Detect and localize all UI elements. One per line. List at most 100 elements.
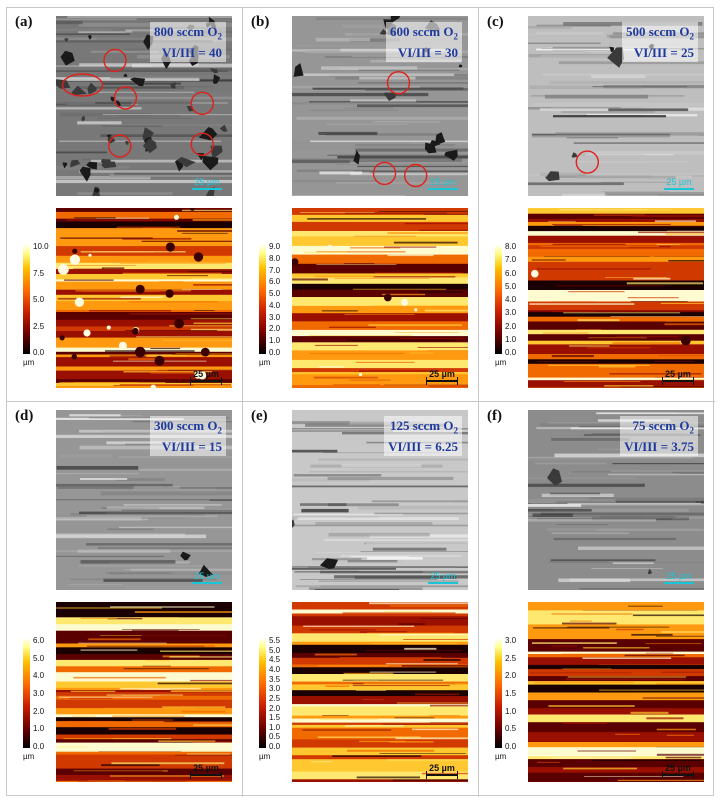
height-colorbar: 3.0 2.5 2.0 1.5 1.0 0.5 0.0 µm: [495, 636, 529, 761]
oxygen-flow: 300 sccm O: [153, 418, 218, 433]
vi-iii-ratio: VI/III = 3.75: [624, 438, 694, 454]
sem-scale-bar: 25 µm: [192, 177, 222, 190]
colorbar-tick: 0.5: [269, 732, 281, 742]
colorbar-tick: 2.0: [505, 671, 517, 681]
sem-panel: 600 sccm O2 VI/III = 30 25 µm: [292, 16, 468, 196]
colorbar-tick: 4.0: [269, 664, 281, 674]
sem-scale-label: 25 µm: [194, 177, 220, 187]
panel-label: (d): [15, 408, 34, 424]
afm-heightmap: [56, 208, 232, 388]
colorbar-tick: 1.0: [505, 334, 517, 344]
sem-image: [528, 16, 704, 196]
colorbar-tick: 5.0: [33, 295, 45, 304]
colorbar-tick: 4.0: [505, 295, 517, 304]
colorbar-tick: 6.0: [505, 268, 517, 278]
colorbar-tick: 2.5: [269, 693, 281, 703]
colorbar-tick: 0.5: [505, 724, 517, 734]
oxygen-subscript: 2: [217, 31, 223, 42]
colorbar-tick: 1.0: [505, 706, 517, 716]
oxygen-subscript: 2: [453, 31, 459, 42]
colorbar-tick: 4.5: [269, 655, 281, 665]
colorbar-unit: µm: [23, 358, 35, 367]
colorbar-tick: 8.0: [505, 242, 517, 251]
sem-scale-label: 25 µm: [430, 177, 456, 187]
sem-scale-bar: 25 µm: [664, 177, 694, 190]
colorbar-tick: 7.0: [505, 255, 517, 265]
colorbar-tick: 1.5: [505, 689, 517, 698]
oxygen-flow: 800 sccm O: [153, 24, 218, 39]
afm-panel: 25 µm: [528, 602, 704, 782]
afm-heightmap: [528, 602, 704, 782]
sem-panel: 125 sccm O2 VI/III = 6.25 25 µm: [292, 410, 468, 590]
sem-panel: 800 sccm O2 VI/III = 40 25 µm: [56, 16, 232, 196]
sem-scale-label: 25 µm: [430, 571, 456, 581]
colorbar-unit: µm: [495, 358, 507, 367]
defect-circle: [372, 161, 397, 186]
sem-scale-bar: 25 µm: [428, 571, 458, 584]
colorbar-tick: 3.0: [505, 636, 517, 645]
colorbar-tick: 0.0: [269, 742, 281, 751]
afm-panel: 25 µm: [292, 208, 468, 388]
afm-scale-bar: 25 µm: [662, 369, 694, 385]
colorbar-tick: 2.0: [269, 324, 281, 334]
sem-panel: 75 sccm O2 VI/III = 3.75 25 µm: [528, 410, 704, 590]
colorbar-tick: 1.5: [269, 713, 281, 723]
height-colorbar: 9.0 8.0 7.0 6.0 5.0 4.0 3.0 2.0 1.0 0.0 µm: [259, 242, 293, 367]
defect-circle: [113, 86, 138, 110]
vi-iii-ratio: VI/III = 40: [161, 44, 222, 60]
panel-label: (a): [15, 14, 33, 30]
afm-heightmap: [292, 208, 468, 388]
oxygen-flow: 125 sccm O: [389, 418, 454, 433]
vi-iii-ratio: VI/III = 30: [397, 44, 458, 60]
oxygen-subscript: 2: [453, 425, 459, 436]
growth-condition: 75 sccm O2 VI/III = 3.75: [620, 416, 698, 456]
afm-heightmap: [56, 602, 232, 782]
oxygen-subscript: 2: [217, 425, 223, 436]
panel-label: (b): [251, 14, 270, 30]
colorbar-tick: 5.0: [269, 645, 281, 655]
afm-scale-bar: 25 µm: [190, 763, 222, 779]
colorbar-tick: 5.0: [269, 289, 281, 299]
defect-circle: [190, 91, 215, 116]
height-colorbar: 5.5 5.0 4.5 4.0 3.5 3.0 2.5 2.0 1.5 1.0 0.5 0.0 µm: [259, 636, 293, 761]
afm-scale-bar: 25 µm: [426, 763, 458, 779]
colorbar-tick: 7.5: [33, 268, 45, 278]
colorbar-tick: 9.0: [269, 242, 281, 251]
oxygen-flow: 600 sccm O: [389, 24, 454, 39]
colorbar-tick: 2.0: [505, 321, 517, 331]
colorbar-tick: 1.0: [33, 724, 45, 734]
colorbar-unit: µm: [495, 752, 507, 761]
afm-scale-bar: 25 µm: [190, 369, 222, 385]
afm-scale-label: 25 µm: [665, 369, 691, 379]
colorbar-unit: µm: [259, 752, 271, 761]
colorbar-tick: 0.0: [505, 348, 517, 357]
afm-scale-label: 25 µm: [429, 369, 455, 379]
colorbar-tick: 5.5: [269, 636, 281, 645]
defect-circle: [386, 70, 411, 95]
sem-panel: 500 sccm O2 VI/III = 25 25 µm: [528, 16, 704, 196]
afm-scale-bar: 25 µm: [662, 763, 694, 779]
colorbar-tick: 1.0: [269, 722, 281, 732]
sem-scale-bar: 25 µm: [428, 177, 458, 190]
colorbar-tick: 5.0: [505, 281, 517, 291]
colorbar-tick: 2.0: [33, 706, 45, 716]
colorbar-tick: 0.0: [33, 348, 45, 357]
afm-scale-label: 25 µm: [429, 763, 455, 773]
colorbar-tick: 6.0: [269, 277, 281, 287]
oxygen-flow: 75 sccm O: [632, 418, 690, 433]
defect-circle: [108, 134, 132, 158]
colorbar-tick: 5.0: [33, 653, 45, 663]
afm-panel: 25 µm: [528, 208, 704, 388]
growth-condition: 125 sccm O2 VI/III = 6.25: [384, 416, 462, 456]
colorbar-tick: 1.0: [269, 336, 281, 346]
height-colorbar: 6.0 5.0 4.0 3.0 2.0 1.0 0.0 µm: [23, 637, 57, 761]
colorbar-tick: 7.0: [269, 265, 281, 275]
height-colorbar: 8.0 7.0 6.0 5.0 4.0 3.0 2.0 1.0 0.0 µm: [495, 242, 529, 367]
afm-panel: 25 µm: [56, 602, 232, 782]
growth-condition: 500 sccm O2 VI/III = 25: [621, 22, 698, 62]
afm-heightmap: [528, 208, 704, 388]
panel-label: (e): [251, 408, 268, 424]
growth-condition: 300 sccm O2 VI/III = 15: [149, 416, 226, 456]
colorbar-tick: 3.0: [269, 312, 281, 322]
afm-scale-bar: 25 µm: [426, 369, 458, 385]
